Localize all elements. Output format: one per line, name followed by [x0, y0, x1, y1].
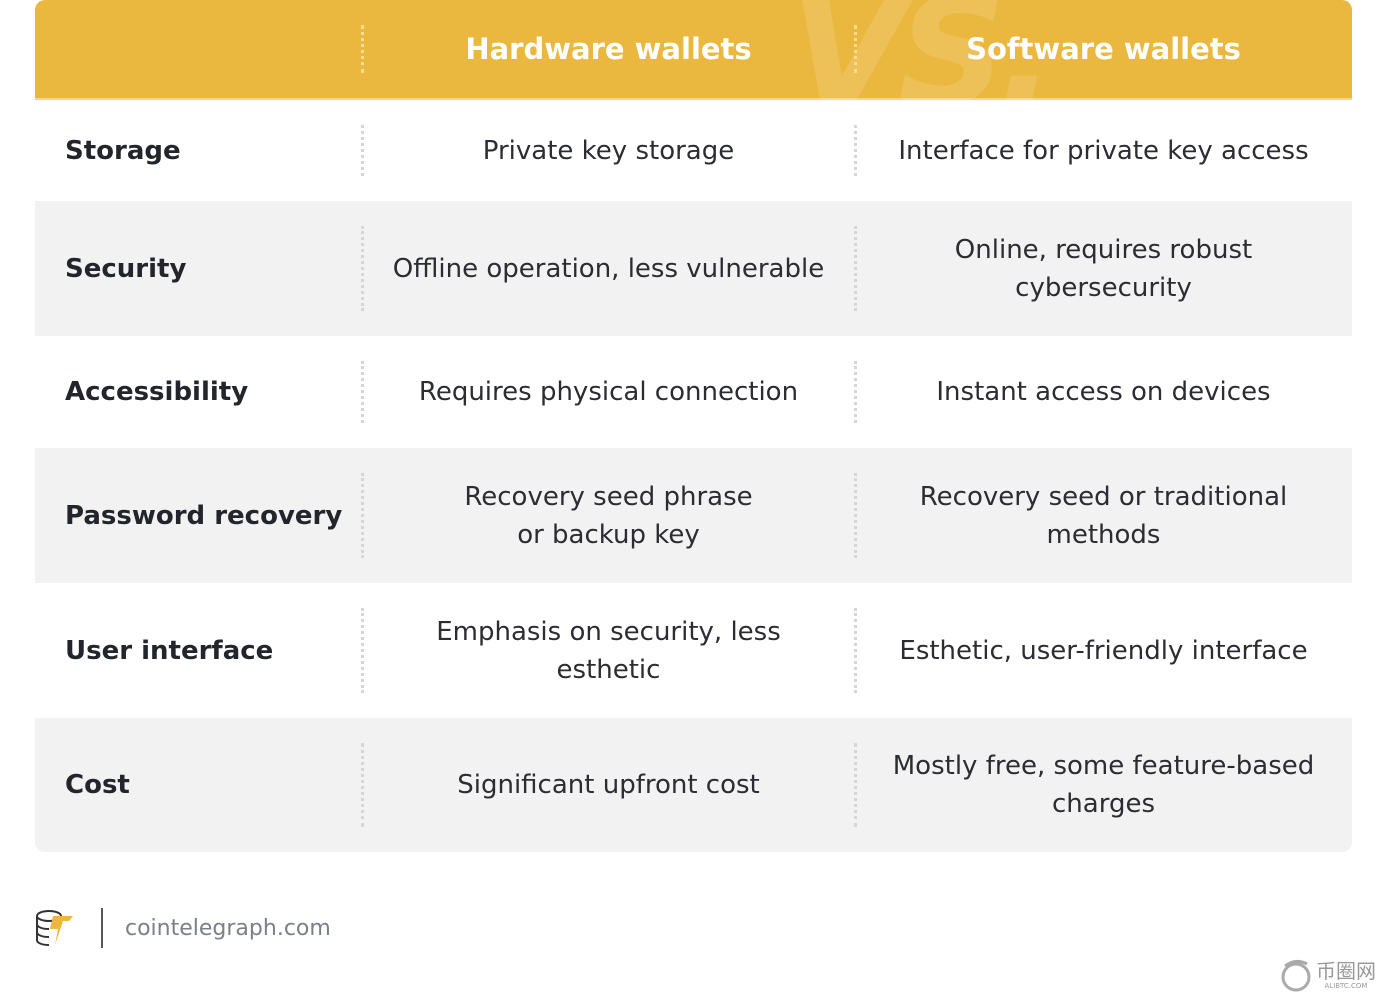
cointelegraph-logo-icon	[36, 910, 73, 946]
table-header: VS. Hardware wallets Software wallets	[35, 0, 1352, 128]
hardware-cell: Requires physical connection	[418, 377, 799, 407]
hardware-cell: Recovery seed phrase or backup key	[464, 481, 753, 550]
divider	[854, 226, 857, 311]
table-row: User interface Emphasis on security, les…	[35, 583, 1352, 718]
divider	[361, 473, 364, 558]
watermark-text: 币圈网	[1316, 959, 1376, 983]
divider	[361, 608, 364, 693]
divider	[101, 908, 103, 948]
watermark-logo-icon	[1281, 959, 1311, 992]
row-label: Storage	[65, 135, 181, 166]
hardware-cell: Offline operation, less vulnerable	[392, 253, 825, 284]
watermark-sub: ALIBTC.COM	[1324, 982, 1368, 990]
hardware-cell: Private key storage	[482, 135, 735, 166]
divider	[854, 743, 857, 827]
software-cell: Esthetic, user-friendly interface	[899, 635, 1308, 666]
row-label: Security	[65, 253, 187, 284]
row-label: User interface	[65, 635, 274, 666]
row-label: Cost	[65, 770, 130, 800]
hardware-cell: Emphasis on security, less esthetic	[436, 616, 781, 685]
divider	[854, 473, 857, 558]
software-cell: Instant access on devices	[936, 377, 1271, 407]
software-cell: Interface for private key access	[898, 135, 1309, 166]
software-cell: Mostly free, some feature-based charges	[892, 751, 1315, 819]
table-row: Storage Private key storage Interface fo…	[35, 100, 1352, 201]
divider	[361, 226, 364, 311]
header-software: Software wallets	[966, 32, 1241, 66]
divider	[361, 743, 364, 827]
header-hardware: Hardware wallets	[465, 32, 752, 66]
vs-watermark: VS.	[790, 0, 1055, 140]
comparison-table: VS. Hardware wallets Software wallets St…	[35, 0, 1352, 852]
divider	[854, 125, 857, 176]
hardware-cell: Significant upfront cost	[457, 770, 760, 800]
divider	[854, 25, 857, 73]
divider	[361, 125, 364, 176]
watermark: 币圈网 ALIBTC.COM	[1279, 958, 1376, 992]
software-cell: Online, requires robust cybersecurity	[954, 234, 1253, 303]
table-row: Accessibility Requires physical connecti…	[35, 336, 1352, 448]
table-row: Security Offline operation, less vulnera…	[35, 201, 1352, 336]
row-label: Password recovery	[65, 500, 343, 531]
site-link[interactable]: cointelegraph.com	[125, 915, 331, 941]
table-row: Password recovery Recovery seed phrase o…	[35, 448, 1352, 583]
divider	[361, 25, 364, 73]
divider	[361, 361, 364, 423]
divider	[854, 608, 857, 693]
table-row: Cost Significant upfront cost Mostly fre…	[35, 718, 1352, 852]
divider	[854, 361, 857, 423]
software-cell: Recovery seed or traditional methods	[919, 481, 1288, 550]
footer: cointelegraph.com	[35, 908, 331, 948]
row-label: Accessibility	[65, 377, 249, 407]
